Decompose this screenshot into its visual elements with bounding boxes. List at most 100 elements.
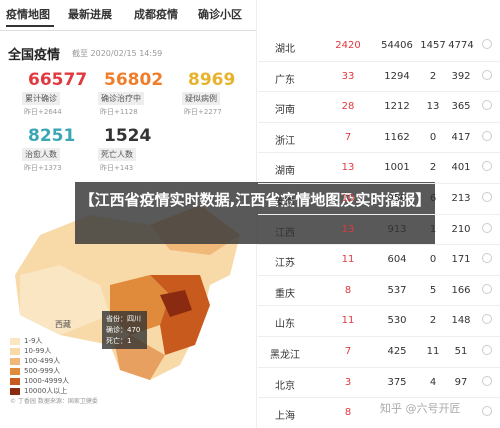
cell: 1294 <box>384 70 410 82</box>
row-icon <box>482 100 492 111</box>
banner: 【江西省疫情实时数据,江西省疫情地图及实时播报】 <box>75 182 435 244</box>
stat-value: 8969 <box>188 70 236 90</box>
divider <box>0 30 256 31</box>
row-divider <box>258 336 500 337</box>
legend-swatch <box>10 368 20 375</box>
row-icon <box>482 283 492 294</box>
cell: 401 <box>451 162 471 174</box>
cell: 河南 <box>275 105 295 117</box>
row-divider <box>258 183 500 184</box>
cell: 湖北 <box>275 44 295 55</box>
row-icon <box>482 69 492 80</box>
legend-label: 1-9人 <box>24 337 43 345</box>
cell: 2 <box>429 162 437 174</box>
cell: 950 <box>387 193 407 204</box>
cell: 1457 <box>420 40 446 51</box>
watermark: 知乎 @六号开匠 <box>380 402 461 415</box>
stat-label: 疑似病例 <box>182 92 220 105</box>
cell: 北京 <box>275 380 295 392</box>
cell: 913 <box>387 223 407 235</box>
cell: 417 <box>451 131 471 143</box>
stat-delta: 昨日+2644 <box>24 108 62 116</box>
legend-label: 100-499人 <box>24 357 61 365</box>
cell: 13 <box>341 162 355 174</box>
cell: 浙江 <box>275 135 295 147</box>
cell: 11 <box>341 254 355 266</box>
row-divider <box>258 152 500 154</box>
tab[interactable]: 疫情地图 <box>6 8 50 21</box>
tooltip-text: 死亡：1 <box>106 336 131 345</box>
cell: 7 <box>344 131 352 143</box>
legend-label: 500-999人 <box>24 367 61 375</box>
cell: 2420 <box>335 40 361 51</box>
stat-value: 56802 <box>104 70 164 90</box>
cell: 1001 <box>384 162 410 174</box>
cell: 33 <box>341 70 355 82</box>
row-icon <box>482 314 492 325</box>
legend-label: 1000-4999人 <box>24 377 70 385</box>
cell: 213 <box>451 193 471 204</box>
stat-label: 累计确诊 <box>22 92 60 105</box>
cell: 8 <box>344 407 352 419</box>
row-divider <box>258 366 500 368</box>
stat-delta: 昨日+143 <box>100 164 134 172</box>
tooltip-text: 确诊：470 <box>106 325 140 334</box>
date: 截至 2020/02/15 14:59 <box>72 49 163 58</box>
cell: 392 <box>451 70 471 82</box>
row-icon <box>482 39 492 49</box>
stat-delta: 昨日+1128 <box>100 108 138 116</box>
row-divider <box>258 60 500 62</box>
tooltip-text: 省份：四川 <box>106 314 141 323</box>
cell: 1 <box>429 223 437 235</box>
row-icon <box>482 375 492 386</box>
stat-label: 死亡人数 <box>98 148 136 161</box>
row-divider <box>258 274 500 276</box>
cell: 3 <box>344 376 352 388</box>
stat-value: 66577 <box>28 70 88 90</box>
cell: 148 <box>451 315 471 327</box>
cell: 江西 <box>275 227 295 239</box>
cell: 530 <box>387 315 407 327</box>
cell: 28 <box>341 101 355 113</box>
row-divider <box>258 121 500 123</box>
cell: 安徽 <box>275 197 295 208</box>
row-icon <box>482 222 492 233</box>
cell: 11 <box>426 346 440 357</box>
tab[interactable]: 最新进展 <box>68 8 112 21</box>
source: © 丁香园 数据来源：国家卫健委 <box>10 398 98 405</box>
cell: 365 <box>451 101 471 113</box>
tab-underline <box>6 25 54 27</box>
row-divider <box>258 91 500 93</box>
cell: 江苏 <box>275 258 295 270</box>
cell: 375 <box>387 376 407 388</box>
cell: 4 <box>429 376 437 388</box>
cell: 425 <box>387 346 407 357</box>
row-divider <box>258 213 500 215</box>
stat-delta: 昨日+1373 <box>24 164 62 172</box>
cell: 51 <box>454 346 468 357</box>
cell: 5 <box>429 284 437 296</box>
cell: 166 <box>451 284 471 296</box>
cell: 171 <box>451 254 471 266</box>
legend-swatch <box>10 348 20 355</box>
tab[interactable]: 确诊小区 <box>198 8 242 21</box>
tab[interactable]: 成都疫情 <box>134 8 178 21</box>
cell: 4774 <box>448 40 474 51</box>
row-divider <box>258 305 500 307</box>
row-icon <box>482 253 492 264</box>
cell: 黑龙江 <box>270 350 300 361</box>
cell: 13 <box>341 223 355 235</box>
cell: 0 <box>429 254 437 266</box>
cell: 广东 <box>275 74 295 86</box>
cell: 1212 <box>384 101 410 113</box>
section-title: 全国疫情 <box>8 48 61 63</box>
stat-label: 治愈人数 <box>22 148 60 161</box>
row-divider <box>258 244 500 246</box>
tooltip <box>102 311 147 349</box>
cell: 8 <box>344 284 352 296</box>
legend-swatch <box>10 388 20 395</box>
cell: 54406 <box>381 40 413 51</box>
cell: 10 <box>341 193 355 204</box>
cell: 6 <box>429 193 437 204</box>
